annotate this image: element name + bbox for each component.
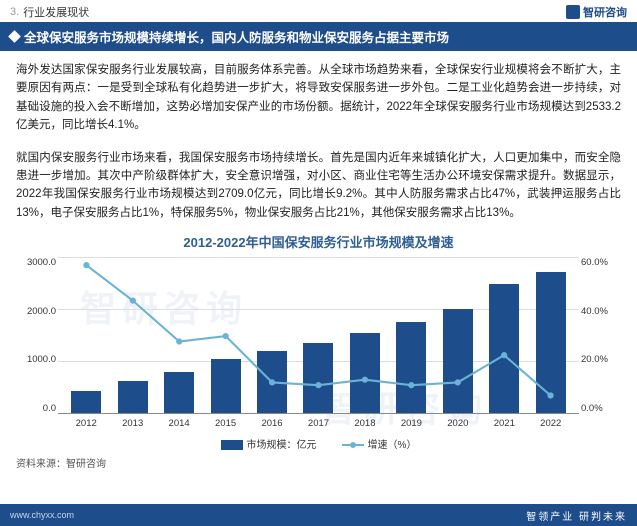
brand-name: 智研咨询 xyxy=(583,4,627,20)
page-footer: www.chyxx.com 智领产业 研判未来 xyxy=(0,504,637,526)
footer-url: www.chyxx.com xyxy=(10,510,74,520)
chart-area: 3000.02000.01000.00.0 60.0%40.0%20.0%0.0… xyxy=(58,257,579,432)
y-axis-left: 3000.02000.01000.00.0 xyxy=(16,257,56,414)
legend-bar: 市场规模：亿元 xyxy=(221,436,317,451)
paragraph-2: 就国内保安服务行业市场来看，我国保安服务市场持续增长。首先是国内近年来城镇化扩大… xyxy=(0,139,637,227)
chart-legend: 市场规模：亿元 增速（%） xyxy=(16,436,621,451)
y-axis-right: 60.0%40.0%20.0%0.0% xyxy=(581,257,621,414)
plot-area xyxy=(58,257,579,414)
bars xyxy=(58,257,579,413)
subheader-text: 全球保安服务市场规模持续增长，国内人防服务和物业保安服务占据主要市场 xyxy=(24,27,449,46)
subheader-banner: 全球保安服务市场规模持续增长，国内人防服务和物业保安服务占据主要市场 xyxy=(0,22,637,51)
x-axis-labels: 2012201320142015201620172018201920202021… xyxy=(58,414,579,432)
diamond-icon xyxy=(8,30,21,43)
brand-logo: 智研咨询 xyxy=(566,4,627,20)
section-number: 3. xyxy=(10,6,19,18)
paragraph-1: 海外发达国家保安服务行业发展较高，目前服务体系完善。从全球市场趋势来看，全球保安… xyxy=(0,51,637,139)
logo-icon xyxy=(566,5,580,19)
section-title: 行业发展现状 xyxy=(23,4,566,20)
section-header: 3. 行业发展现状 智研咨询 xyxy=(0,0,637,22)
chart-container: 2012-2022年中国保安服务行业市场规模及增速 3000.02000.010… xyxy=(0,232,637,451)
data-source: 资料来源：智研咨询 xyxy=(0,451,637,474)
legend-line: 增速（%） xyxy=(342,436,417,451)
footer-slogan: 智领产业 研判未来 xyxy=(526,508,627,523)
chart-title: 2012-2022年中国保安服务行业市场规模及增速 xyxy=(16,232,621,251)
